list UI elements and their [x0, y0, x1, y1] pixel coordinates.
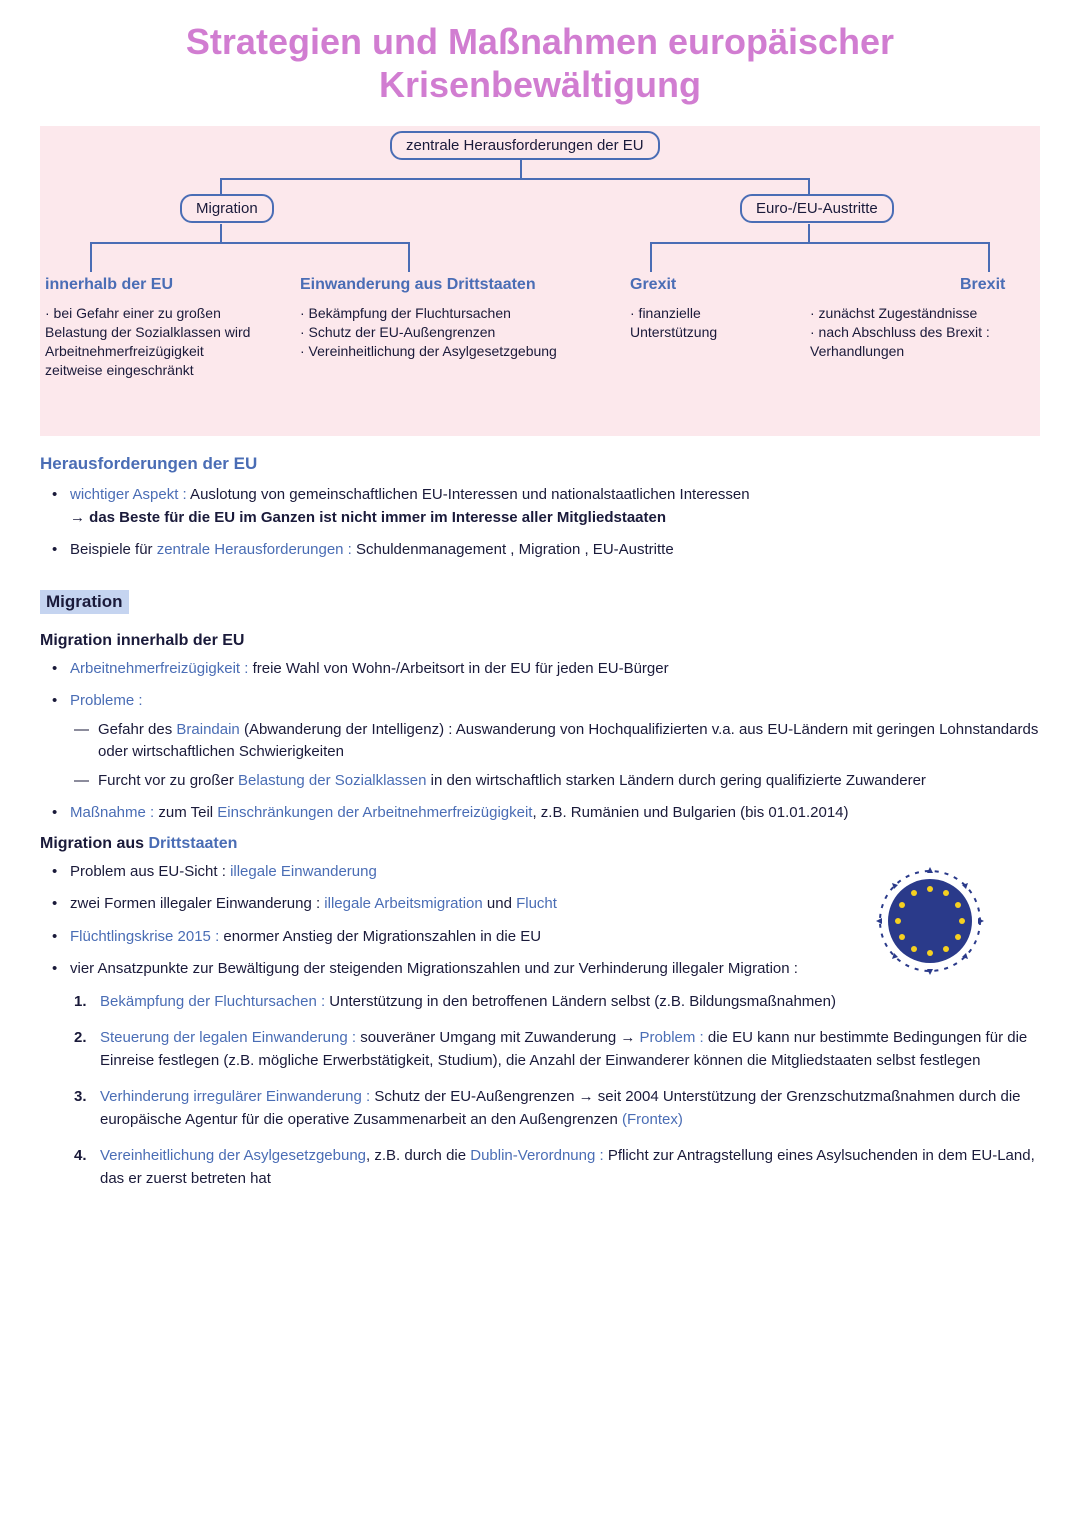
subheading-migration-eu: Migration innerhalb der EU — [40, 632, 1040, 650]
numbered-list-ansatzpunkte: 1. Bekämpfung der Fluchtursachen : Unter… — [40, 991, 1040, 1191]
diag-sub-brexit: Brexit — [960, 276, 1005, 294]
list-item: Problem aus EU-Sicht : illegale Einwande… — [70, 861, 880, 884]
list-item: Gefahr des Braindain (Abwanderung der In… — [98, 719, 1040, 763]
list-item: Flüchtlingskrise 2015 : enormer Anstieg … — [70, 926, 880, 949]
diag-sub-drittstaaten: Einwanderung aus Drittstaaten — [300, 276, 536, 294]
list-item: 1. Bekämpfung der Fluchtursachen : Unter… — [100, 991, 1040, 1014]
diagram-branch-migration: Migration — [180, 194, 274, 223]
list-item: 4. Vereinheitlichung der Asylgesetzgebun… — [100, 1145, 1040, 1190]
concept-diagram: zentrale Herausforderungen der EU Migrat… — [40, 126, 1040, 436]
list-item: Maßnahme : zum Teil Einschränkungen der … — [70, 802, 1040, 825]
diagram-branch-austritte: Euro-/EU-Austritte — [740, 194, 894, 223]
list-item: zwei Formen illegaler Einwanderung : ill… — [70, 893, 880, 916]
list-item: Arbeitnehmerfreizügigkeit : freie Wahl v… — [70, 658, 1040, 681]
diag-text-grexit: · finanzielle Unterstützung — [630, 304, 770, 342]
diag-text-drittstaaten: · Bekämpfung der Fluchtursachen · Schutz… — [300, 304, 600, 361]
diag-text-brexit: · zunächst Zugeständnisse · nach Abschlu… — [810, 304, 1020, 361]
list-item: Probleme : Gefahr des Braindain (Abwande… — [70, 690, 1040, 792]
list-item: 3. Verhinderung irregulärer Einwanderung… — [100, 1086, 1040, 1131]
diag-text-innerhalb: · bei Gefahr einer zu großen Belastung d… — [45, 304, 265, 380]
diagram-root: zentrale Herausforderungen der EU — [390, 131, 660, 160]
heading-herausforderungen: Herausforderungen der EU — [40, 454, 1040, 474]
list-item: 2. Steuerung der legalen Einwanderung : … — [100, 1027, 1040, 1072]
list-herausforderungen: wichtiger Aspekt : Auslotung von gemeins… — [40, 484, 1040, 562]
diag-sub-grexit: Grexit — [630, 276, 676, 294]
heading-migration: Migration — [40, 590, 129, 614]
page-title: Strategien und Maßnahmen europäischer Kr… — [40, 20, 1040, 106]
list-item: wichtiger Aspekt : Auslotung von gemeins… — [70, 484, 1040, 529]
list-item: Beispiele für zentrale Herausforderungen… — [70, 539, 1040, 562]
list-item: Furcht vor zu großer Belastung der Sozia… — [98, 770, 1040, 792]
eu-flag-icon — [870, 861, 990, 981]
list-migration-eu: Arbeitnehmerfreizügigkeit : freie Wahl v… — [40, 658, 1040, 825]
diag-sub-innerhalb: innerhalb der EU — [45, 276, 173, 294]
list-item: vier Ansatzpunkte zur Bewältigung der st… — [70, 958, 880, 981]
subheading-migration-dritt: Migration aus Drittstaaten — [40, 835, 1040, 853]
